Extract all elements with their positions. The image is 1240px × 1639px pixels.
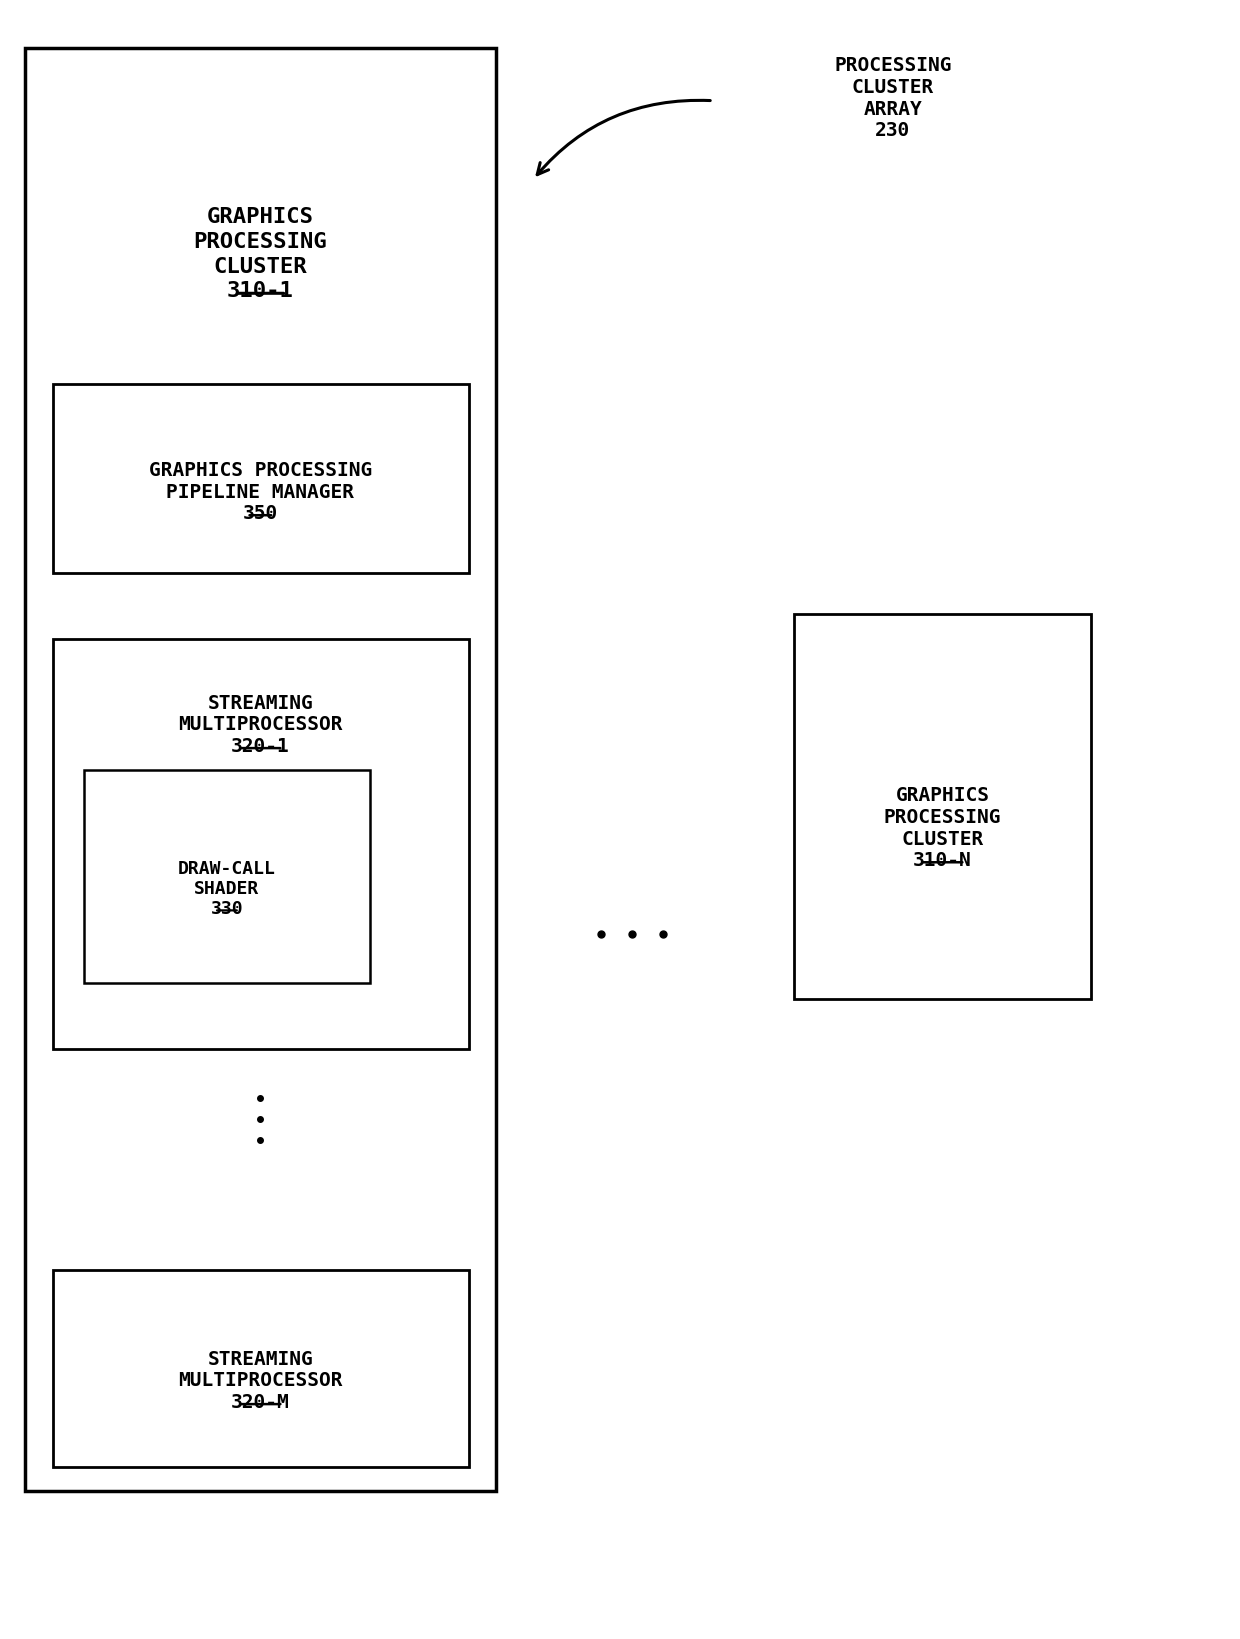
Text: CLUSTER: CLUSTER	[213, 256, 308, 277]
Text: 330: 330	[211, 900, 243, 918]
Text: ARRAY: ARRAY	[863, 100, 923, 118]
Text: PIPELINE MANAGER: PIPELINE MANAGER	[166, 482, 355, 502]
Text: PROCESSING: PROCESSING	[835, 56, 951, 75]
Bar	[25, 49, 496, 1491]
Text: PROCESSING: PROCESSING	[193, 231, 327, 252]
Text: 310-1: 310-1	[227, 282, 294, 302]
Text: 320-M: 320-M	[231, 1392, 290, 1411]
Text: GRAPHICS PROCESSING: GRAPHICS PROCESSING	[149, 461, 372, 480]
Bar	[53, 1270, 469, 1467]
Text: MULTIPROCESSOR: MULTIPROCESSOR	[179, 715, 342, 734]
Text: 230: 230	[875, 121, 910, 141]
Text: STREAMING: STREAMING	[207, 693, 314, 713]
Text: 320-1: 320-1	[231, 736, 290, 756]
Text: GRAPHICS: GRAPHICS	[895, 785, 990, 805]
Text: 350: 350	[243, 503, 278, 523]
Bar	[53, 639, 469, 1049]
Bar	[84, 770, 370, 983]
Text: PROCESSING: PROCESSING	[884, 808, 1001, 826]
Text: DRAW-CALL: DRAW-CALL	[179, 859, 275, 877]
Text: 310-N: 310-N	[913, 851, 972, 870]
Text: GRAPHICS: GRAPHICS	[207, 207, 314, 226]
Bar	[53, 385, 469, 574]
Bar	[794, 615, 1091, 1000]
Text: STREAMING: STREAMING	[207, 1349, 314, 1369]
Text: CLUSTER: CLUSTER	[901, 829, 983, 847]
Text: CLUSTER: CLUSTER	[852, 79, 934, 97]
Text: MULTIPROCESSOR: MULTIPROCESSOR	[179, 1370, 342, 1390]
Text: SHADER: SHADER	[195, 880, 259, 897]
